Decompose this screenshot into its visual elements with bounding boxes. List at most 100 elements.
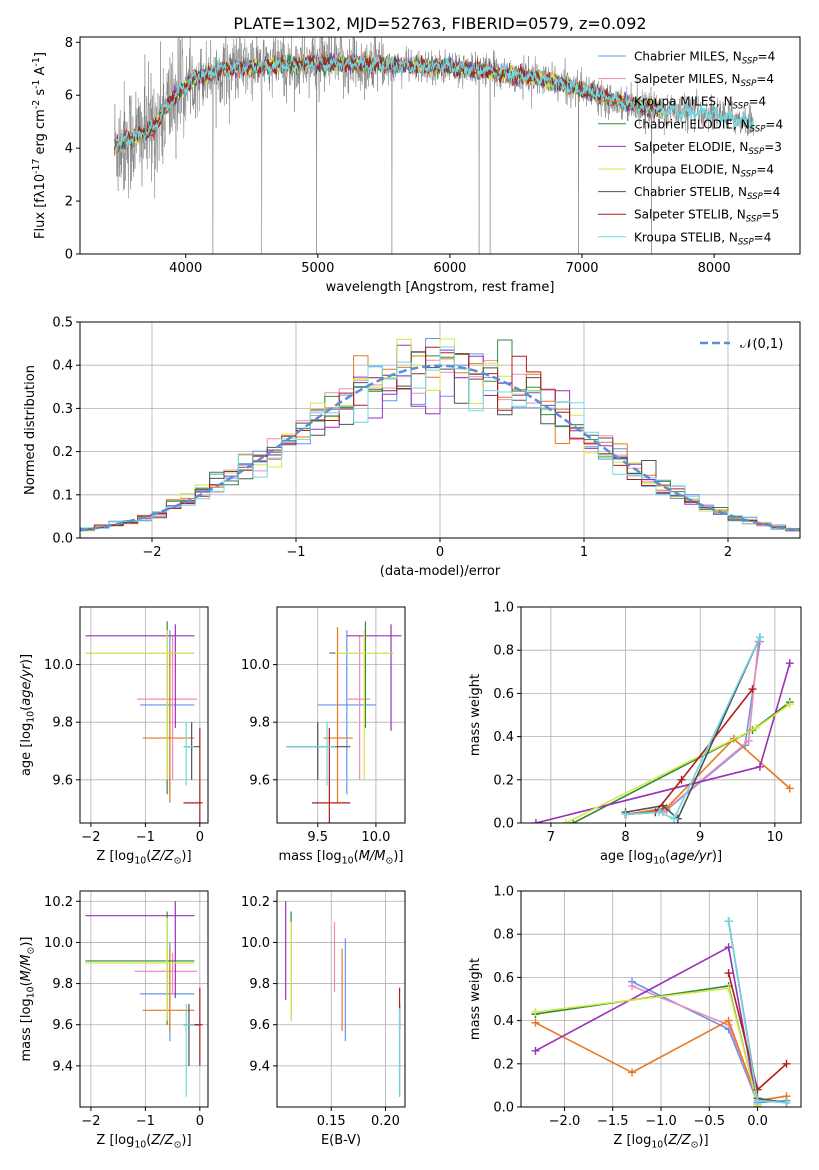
y-tick-label: 1.0 (493, 601, 514, 616)
mass-vs-z-axes: −2 −1 0 9.4 9.6 9.8 10.0 10.2 Z [log10​(Z/Z⊙​)] m… (19, 890, 209, 1150)
y-tick-label: 8 (65, 36, 73, 51)
y-tick-label: 0.0 (493, 817, 514, 832)
x-tick-label: −1.5 (597, 1114, 629, 1129)
series-line-kroupa-elodie (565, 703, 791, 823)
axes-frame (276, 606, 406, 824)
series-marker (569, 819, 578, 823)
series-marker (724, 1016, 733, 1025)
point-kroupa-stelib (286, 722, 336, 786)
point-chabrier-miles (317, 630, 376, 795)
y-axis-label: age [log10​(age/yr)] (19, 654, 36, 776)
x-tick-label: −1 (136, 1114, 155, 1129)
series-marker (531, 1018, 540, 1027)
axes-frame (79, 36, 801, 255)
x-tick-label: 4000 (169, 261, 202, 276)
y-tick-label: 9.6 (249, 773, 270, 788)
x-tick-label: −2 (81, 830, 100, 845)
y-tick-label: 9.4 (52, 1059, 73, 1074)
series-marker (670, 814, 679, 823)
series-marker (531, 1046, 540, 1055)
y-tick-label: 9.6 (249, 1018, 270, 1033)
point-salpeter-elodie (85, 901, 195, 998)
point-salpeter-stelib (183, 727, 203, 823)
x-tick-label: −2 (142, 545, 161, 560)
age-vs-z-axes: −2 −1 0 9.6 9.8 10.0 Z [log10​(Z/Z⊙​)] age [log… (19, 606, 209, 866)
x-tick-label: 6000 (433, 261, 466, 276)
x-tick-label: 5000 (301, 261, 334, 276)
series-line-kroupa-elodie (535, 987, 759, 1105)
series-line-salpeter-elodie (535, 662, 791, 823)
x-tick-label: 8 (621, 830, 629, 845)
series-marker (785, 784, 794, 793)
mass-vs-ebv-axes: 0.15 0.20 9.4 9.6 9.8 10.0 10.2 E(B-V) (241, 890, 406, 1148)
series-line-chabrier-stelib (625, 636, 761, 821)
series-marker (724, 984, 733, 993)
series-marker (755, 762, 764, 771)
normal-distribution-curve (80, 364, 798, 532)
point-kroupa-elodie (85, 630, 195, 780)
legend-label-chabrier-miles: Chabrier MILES, NSSP​=4 (634, 50, 775, 67)
axes-frame (520, 606, 802, 824)
series-marker (785, 659, 794, 668)
x-tick-label: −1 (286, 545, 305, 560)
legend-label-salpeter-miles: Salpeter MILES, NSSP​=4 (634, 72, 774, 89)
age-vs-z-plot-area (85, 621, 203, 823)
series-line-kroupa-stelib (625, 636, 761, 820)
point-kroupa-miles (323, 627, 353, 803)
series-marker (724, 969, 733, 978)
series-marker (724, 917, 733, 926)
y-tick-label: 9.8 (52, 977, 73, 992)
y-tick-label: 9.8 (249, 977, 270, 992)
y-tick-label: 9.6 (52, 773, 73, 788)
x-tick-label: 0.20 (371, 1114, 400, 1129)
y-tick-label: 0.0 (52, 532, 73, 547)
series-marker (753, 1085, 762, 1094)
age-vs-mass-plot-area (286, 621, 402, 823)
point-chabrier-elodie (85, 621, 195, 795)
series-marker (744, 736, 753, 745)
spectrum-legend: Chabrier MILES, NSSP​=4 Salpeter MILES, N… (598, 50, 783, 247)
y-tick-label: 0.4 (493, 730, 514, 745)
series-marker (753, 1096, 762, 1105)
x-axis-label: Z [log10​(Z/Z⊙​)] (613, 1133, 708, 1150)
weight-vs-z-plot-area (531, 917, 791, 1107)
y-tick-label: 0.1 (52, 488, 73, 503)
residuals-plot-area (80, 338, 800, 533)
y-tick-label: 10.2 (241, 895, 270, 910)
observed-spectrum-line (114, 37, 755, 254)
x-tick-label: 1 (580, 545, 588, 560)
series-line-kroupa-miles (625, 737, 791, 816)
series-line-chabrier-elodie (535, 985, 759, 1105)
point-kroupa-elodie (335, 630, 394, 780)
mass-vs-ebv-plot-area (285, 901, 401, 1097)
series-marker (621, 810, 630, 819)
x-axis-label: mass [log10​(M/M⊙​)] (278, 849, 403, 866)
point-kroupa-stelib (183, 1004, 195, 1097)
x-tick-label: 0 (196, 1114, 204, 1129)
series-marker (628, 982, 637, 991)
legend-label-chabrier-elodie: Chabrier ELODIE, NSSP​=4 (634, 117, 783, 134)
y-axis-label: Flux [fλ10-17​ erg cm-2​ s-1​ A-1​] (31, 52, 48, 239)
point-kroupa-stelib (183, 722, 195, 786)
x-axis-label: (data-model)/error (380, 564, 501, 579)
x-tick-label: 0 (196, 830, 204, 845)
spectrum-plot-area (113, 37, 755, 254)
legend-label-salpeter-stelib: Salpeter STELIB, NSSP​=5 (634, 208, 779, 225)
x-axis-label: age [log10​(age/yr)] (600, 849, 722, 866)
series-marker (655, 808, 664, 817)
x-tick-label: −2.0 (549, 1114, 581, 1129)
y-tick-label: 10.0 (44, 936, 73, 951)
y-tick-label: 10.0 (241, 658, 270, 673)
spectrum-axes: 4000 5000 6000 7000 8000 0 2 4 6 8 wavelength [Ang… (31, 36, 801, 295)
y-axis-label: Normed distribution (23, 365, 38, 495)
legend-label-salpeter-elodie: Salpeter ELODIE, NSSP​=3 (634, 140, 782, 157)
y-tick-label: 10.0 (44, 658, 73, 673)
series-marker (782, 1098, 791, 1107)
y-tick-label: 0.8 (493, 644, 514, 659)
legend-label-chabrier-stelib: Chabrier STELIB, NSSP​=4 (634, 185, 780, 202)
x-axis-label: Z [log10​(Z/Z⊙​)] (96, 1133, 191, 1150)
legend-label-normal: 𝒩(0,1) (740, 337, 783, 352)
y-tick-label: 9.4 (249, 1059, 270, 1074)
y-tick-label: 2 (65, 195, 73, 210)
